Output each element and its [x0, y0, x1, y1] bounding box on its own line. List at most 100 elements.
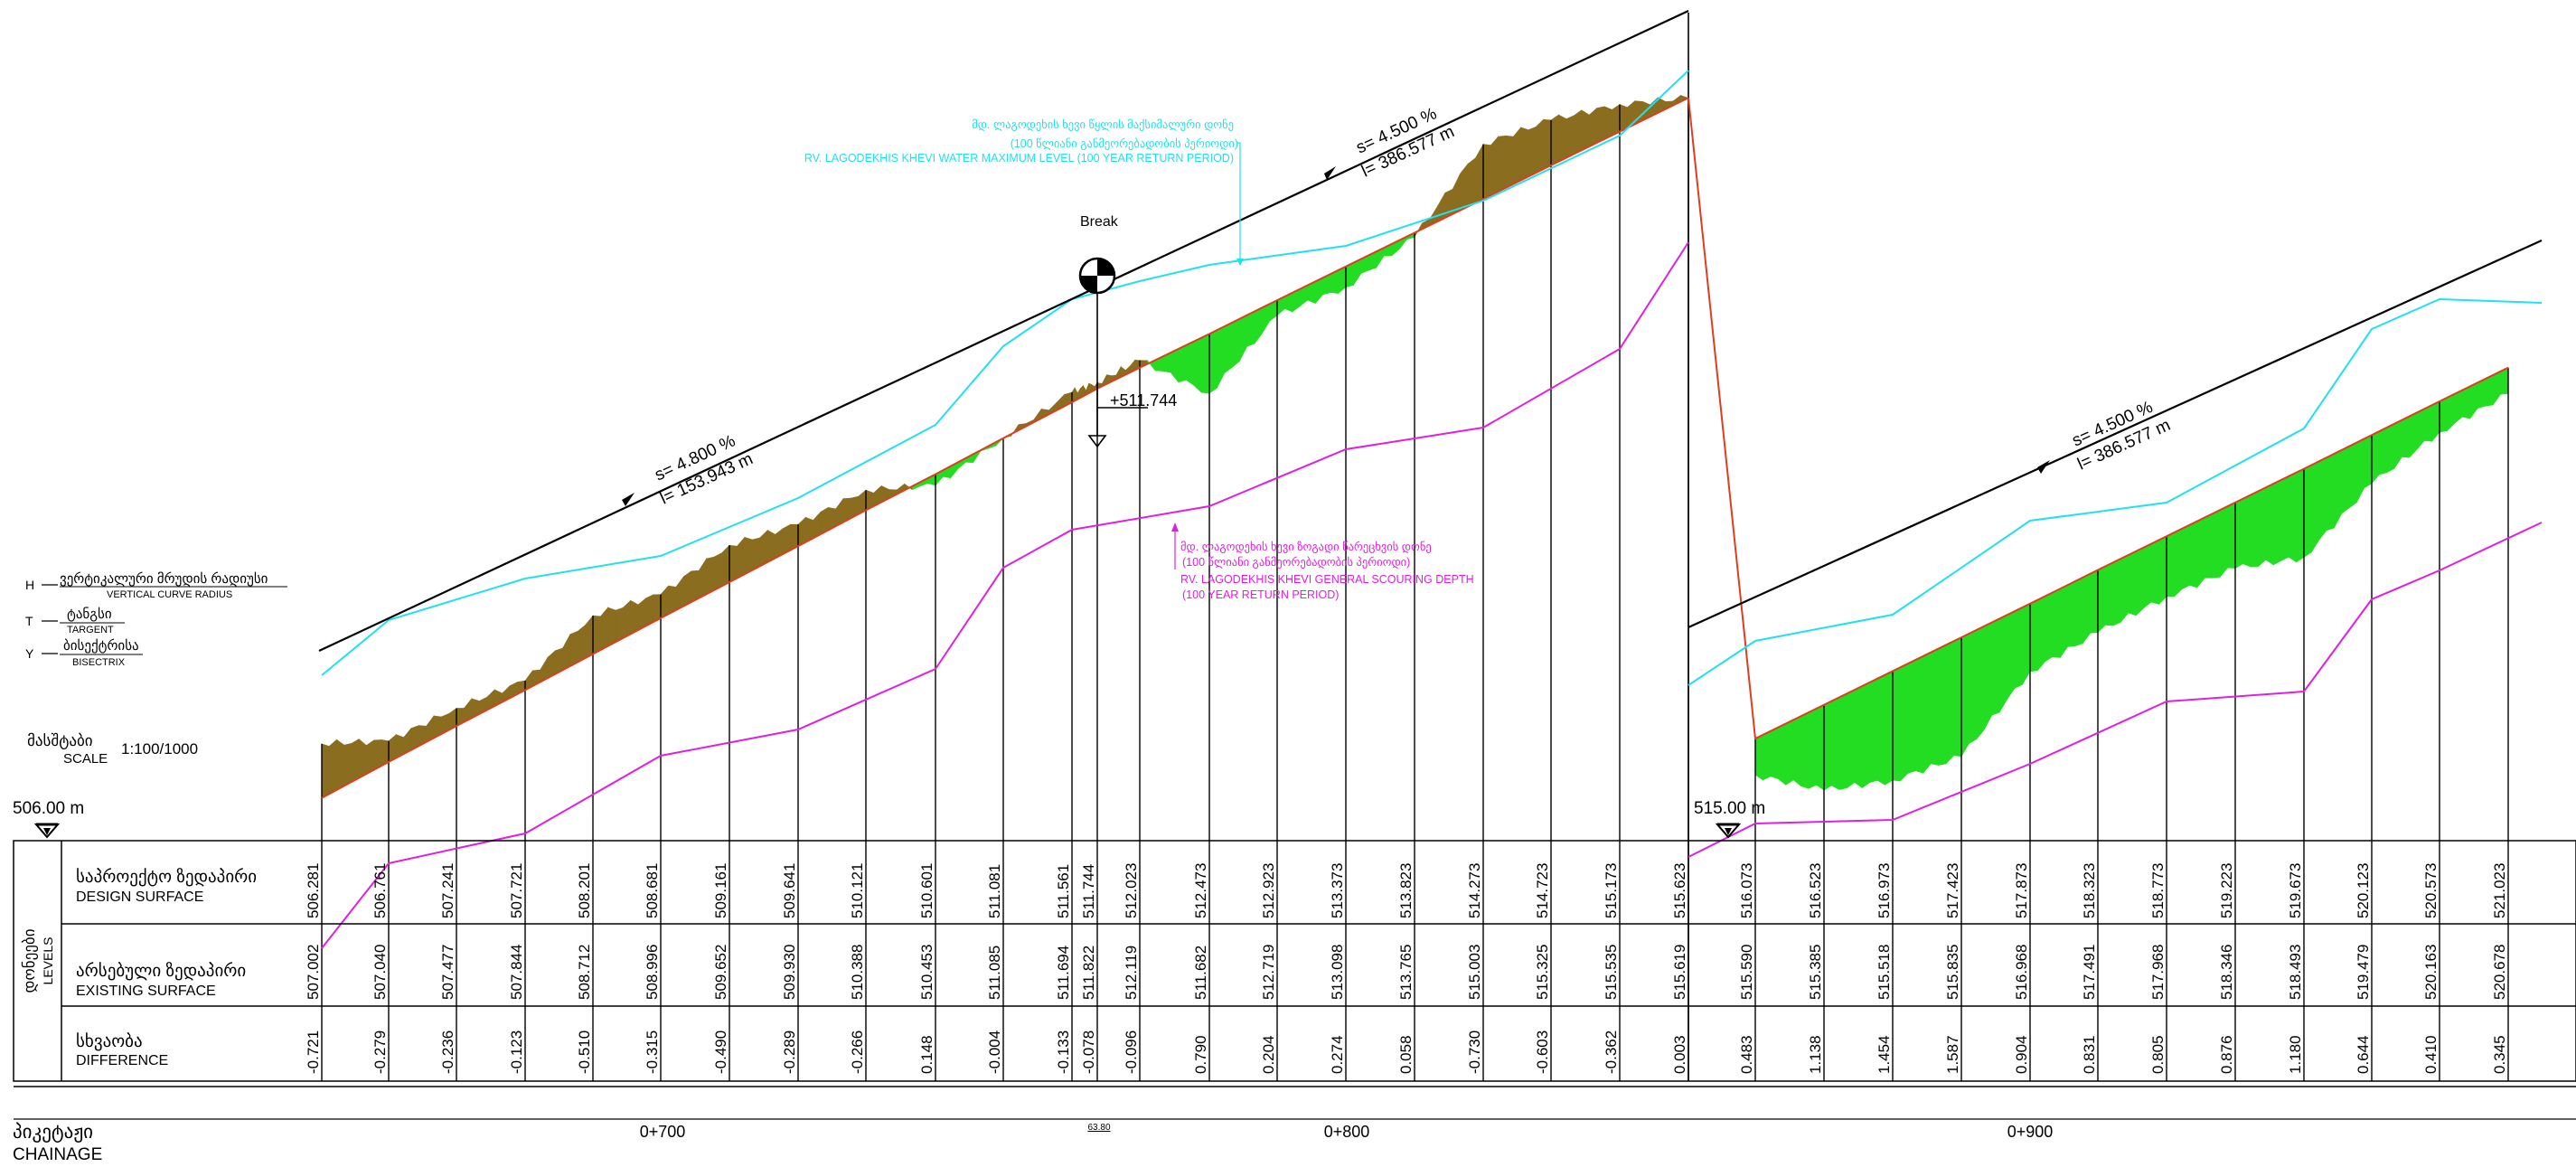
- existing-value: 511.085: [986, 946, 1003, 1000]
- difference-value: 0.204: [1260, 1035, 1277, 1074]
- fill-area: [1938, 644, 1947, 766]
- fill-area: [2189, 521, 2198, 588]
- design-value: 521.023: [2491, 863, 2508, 918]
- difference-value: -0.730: [1466, 1031, 1483, 1074]
- cut-area: [752, 537, 761, 571]
- row-existing-label-en: EXISTING SURFACE: [76, 983, 216, 999]
- difference-value: 1.454: [1876, 1035, 1893, 1074]
- fill-area: [2158, 535, 2167, 606]
- row-existing-label: არსებული ზედაპირი: [76, 962, 246, 981]
- design-value: 515.623: [1671, 863, 1688, 918]
- existing-value: 515.385: [1807, 945, 1824, 1000]
- difference-value: -0.315: [644, 1031, 661, 1074]
- fill-area: [2447, 393, 2456, 432]
- fill-area: [2014, 607, 2023, 689]
- fill-area: [1763, 730, 1772, 781]
- fill-area: [2469, 381, 2478, 419]
- fill-area: [1217, 325, 1225, 389]
- cut-area: [737, 536, 746, 579]
- design-value: 511.561: [1055, 864, 1072, 918]
- cut-area: [343, 743, 353, 786]
- break-level-label: +511.744: [1110, 391, 1177, 409]
- design-value: 512.473: [1192, 863, 1209, 918]
- fill-area: [2212, 509, 2221, 579]
- design-value: 520.573: [2422, 863, 2440, 918]
- design-value: 518.773: [2149, 863, 2167, 918]
- cut-area: [759, 529, 768, 567]
- fill-area: [1778, 722, 1787, 786]
- grade-line-1: [318, 10, 1689, 652]
- difference-value: 1.138: [1807, 1035, 1824, 1074]
- fill-area: [2166, 532, 2175, 598]
- existing-value: 509.930: [781, 945, 798, 1000]
- fill-area: [2242, 494, 2252, 568]
- difference-value: 0.831: [2081, 1035, 2098, 1074]
- table-values: 506.281 507.002 -0.721 506.761 507.040 -0.279…: [305, 863, 2508, 1074]
- fill-area: [1785, 719, 1794, 786]
- difference-value: -0.721: [305, 1031, 322, 1074]
- grade-arrow-1-icon: [622, 493, 635, 506]
- profile-lines: [321, 70, 2543, 949]
- existing-value: 511.822: [1080, 946, 1097, 1000]
- fill-area: [2439, 397, 2448, 433]
- break-level-triangle-icon: [1087, 435, 1107, 448]
- cut-area: [1528, 126, 1537, 177]
- cut-area: [623, 599, 631, 639]
- design-value: 519.223: [2218, 863, 2235, 918]
- grade-arrow-2-icon: [1324, 166, 1336, 180]
- cut-area: [1467, 157, 1476, 207]
- fill-area: [2364, 434, 2373, 489]
- difference-value: 0.483: [1738, 1035, 1755, 1074]
- cut-area: [615, 607, 624, 643]
- cut-area: [713, 552, 722, 591]
- cut-area: [775, 528, 784, 559]
- difference-value: -0.133: [1055, 1031, 1072, 1074]
- legend-y-label-en: BISECTRIX: [72, 657, 126, 668]
- cut-area: [1596, 106, 1605, 144]
- existing-value: 513.765: [1397, 945, 1415, 1000]
- datum-right-label: 515.00 m: [1694, 799, 1765, 818]
- fill-area: [1976, 626, 1985, 740]
- existing-value: 507.002: [305, 945, 322, 1000]
- levels-table: დონეები LEVELS საპროექტო ზედაპირი DESIGN…: [13, 840, 2576, 1120]
- row-difference-label: სხვაობა: [76, 1032, 143, 1051]
- difference-value: -0.289: [781, 1031, 798, 1074]
- difference-value: -0.123: [508, 1031, 525, 1074]
- difference-value: 0.876: [2218, 1035, 2235, 1074]
- fill-area: [1892, 666, 1901, 782]
- fill-area: [2492, 371, 2501, 406]
- fill-area: [1193, 337, 1202, 393]
- fill-area: [2265, 483, 2274, 566]
- fill-area: [1861, 682, 1870, 789]
- design-value: 516.073: [1738, 863, 1755, 918]
- chainage: პიკეტაჟი CHAINAGE 0+700 0+800 0+900 63.8…: [13, 1122, 2053, 1164]
- fill-area: [1254, 306, 1263, 344]
- existing-value: 508.712: [576, 945, 593, 1000]
- water-level-line-1: [321, 70, 1689, 676]
- design-value: 514.273: [1466, 863, 1483, 918]
- fill-area: [1900, 663, 1909, 782]
- difference-value: 0.644: [2355, 1035, 2372, 1074]
- fill-area: [1178, 344, 1187, 383]
- cut-area: [1558, 114, 1567, 163]
- design-value: 519.673: [2287, 863, 2304, 918]
- cut-area: [660, 585, 669, 619]
- existing-value: 513.098: [1329, 945, 1346, 1000]
- fill-area: [1876, 674, 1885, 786]
- design-value: 511.744: [1080, 864, 1097, 918]
- cut-area: [562, 634, 571, 671]
- fill-area: [1907, 659, 1916, 774]
- design-value: 516.973: [1876, 863, 1893, 918]
- fill-area: [2143, 543, 2152, 609]
- fill-area: [2060, 584, 2068, 659]
- fill-area: [2431, 400, 2440, 443]
- difference-value: 0.904: [2013, 1035, 2030, 1074]
- design-value: 507.721: [508, 863, 525, 918]
- scour-depth-line-1: [321, 241, 1689, 949]
- fill-area: [2196, 517, 2205, 588]
- fill-area: [1800, 711, 1810, 789]
- existing-value: 516.968: [2013, 945, 2030, 1000]
- fill-area: [1930, 648, 1939, 766]
- scale-label: მასშტაბი: [27, 732, 93, 750]
- legend: H ვერტიკალური მრუდის რადიუსი VERTICAL CU…: [25, 571, 287, 767]
